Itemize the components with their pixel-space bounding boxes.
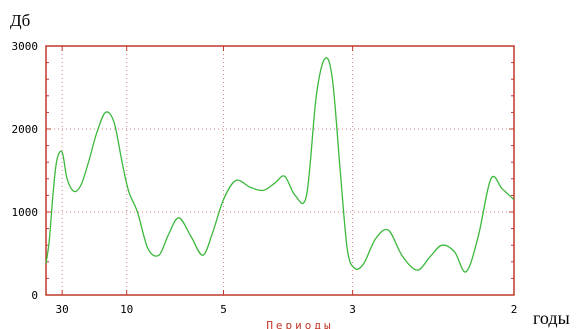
x-tick-label: 10 xyxy=(120,303,133,316)
y-axis-label: Дб xyxy=(10,11,30,30)
x-tick-label: 3 xyxy=(349,303,356,316)
grid xyxy=(46,46,514,295)
series-line xyxy=(45,57,515,273)
y-tick-labels: 0 1000 2000 3000 xyxy=(12,40,39,302)
x-tick-label: 30 xyxy=(56,303,69,316)
y-tick-label: 2000 xyxy=(12,123,39,136)
x-units-label: годы xyxy=(533,308,570,328)
x-axis-label: Периоды xyxy=(266,319,333,329)
y-tick-label: 0 xyxy=(31,289,38,302)
y-tick-label: 1000 xyxy=(12,206,39,219)
y-tick-label: 3000 xyxy=(12,40,39,53)
plot-frame xyxy=(45,45,515,296)
x-tick-label: 2 xyxy=(511,303,518,316)
x-tick-label: 5 xyxy=(220,303,227,316)
x-tick-labels: 30 10 5 3 2 xyxy=(56,303,518,316)
axis-ticks xyxy=(46,45,515,296)
